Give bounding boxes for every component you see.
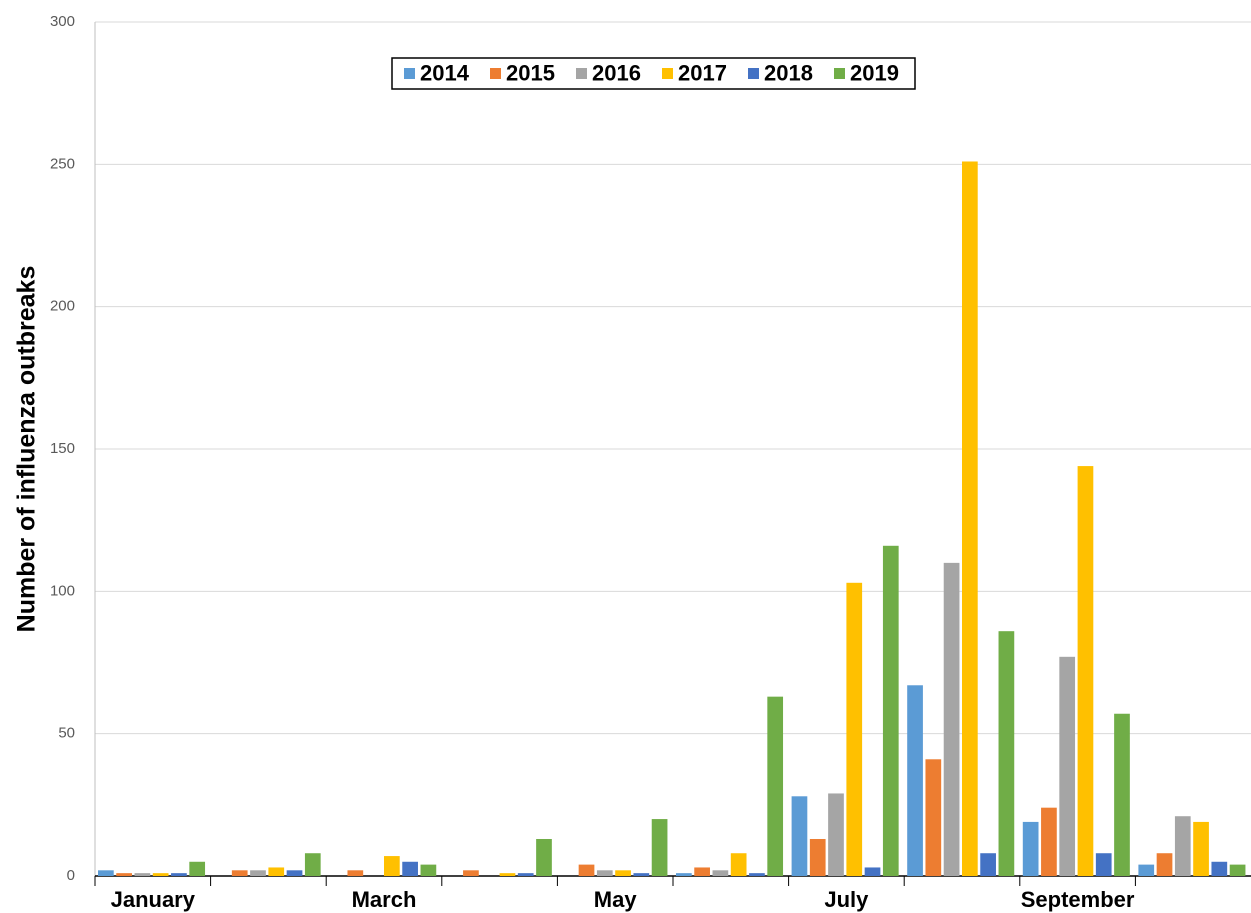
y-tick-label: 50 [58,725,75,742]
x-tick-label: September [1021,887,1135,912]
bar [1022,821,1039,876]
legend-label: 2019 [850,60,899,85]
bar [1095,853,1112,876]
bar [116,873,132,876]
bar [712,870,729,876]
bar [347,870,364,876]
y-tick-label: 100 [50,582,75,599]
bar [152,873,169,876]
bar [749,873,765,876]
bar [1114,713,1130,876]
bar [384,856,400,876]
y-tick-label: 250 [50,155,75,172]
bar [250,870,266,876]
bar [907,685,923,876]
x-tick-label: March [352,887,417,912]
bar [536,838,552,876]
legend-box [391,57,916,90]
bar [1229,864,1246,876]
bar [882,545,899,876]
bar [463,870,479,876]
bar [1174,816,1191,876]
bar [864,867,881,876]
bar [1156,853,1173,876]
x-tick-label: July [824,887,869,912]
bar [1059,656,1076,876]
bar [499,873,516,876]
bar [730,853,747,876]
y-tick-label: 200 [50,298,75,315]
bar [943,562,960,876]
legend-label: 2016 [592,60,641,85]
legend-swatch [834,68,845,79]
bar [98,870,114,876]
bar [134,873,151,876]
bar [304,853,321,876]
legend-label: 2014 [420,60,470,85]
legend-swatch [662,68,673,79]
x-tick-label: May [594,887,638,912]
bar [694,867,710,876]
bar [962,161,978,876]
bar [767,696,784,876]
legend-swatch [404,68,415,79]
bar [1077,466,1094,876]
legend-swatch [490,68,501,79]
bar [998,631,1015,876]
y-axis-label: Number of influenza outbreaks [13,266,41,633]
legend-swatch [576,68,587,79]
bar [1041,807,1057,876]
bar [676,873,692,876]
legend-swatch [748,68,759,79]
bar [171,873,187,876]
bar [828,793,844,876]
bar [925,759,942,876]
bar [402,861,418,876]
y-tick-label: 150 [50,440,75,457]
bar [633,873,650,876]
bar [420,864,437,876]
bar [231,870,248,876]
bar [286,870,303,876]
bar [791,796,808,876]
legend-label: 2015 [506,60,555,85]
legend-label: 2017 [678,60,727,85]
bar [596,870,613,876]
y-tick-label: 0 [67,867,75,884]
bar [846,582,863,876]
legend-label: 2018 [764,60,813,85]
y-tick-label: 300 [50,13,75,30]
bar [809,838,826,876]
bar [189,861,206,876]
bar [268,867,285,876]
bar [578,864,595,876]
bar [1211,861,1228,876]
x-tick-label: January [111,887,196,912]
bar [651,819,668,876]
bar [1193,821,1209,876]
bar [517,873,534,876]
bar [615,870,631,876]
bar [980,853,996,876]
bar [1138,864,1155,876]
